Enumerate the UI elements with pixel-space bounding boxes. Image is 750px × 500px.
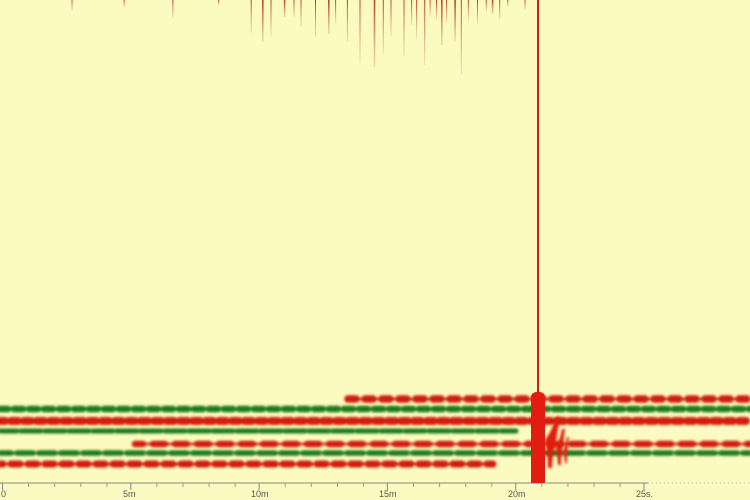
svg-text:0: 0	[1, 489, 6, 499]
svg-text:25s.: 25s.	[636, 489, 653, 499]
svg-text:15m: 15m	[379, 489, 397, 499]
svg-text:5m: 5m	[123, 489, 136, 499]
svg-text:20m: 20m	[508, 489, 526, 499]
svg-text:10m: 10m	[251, 489, 269, 499]
